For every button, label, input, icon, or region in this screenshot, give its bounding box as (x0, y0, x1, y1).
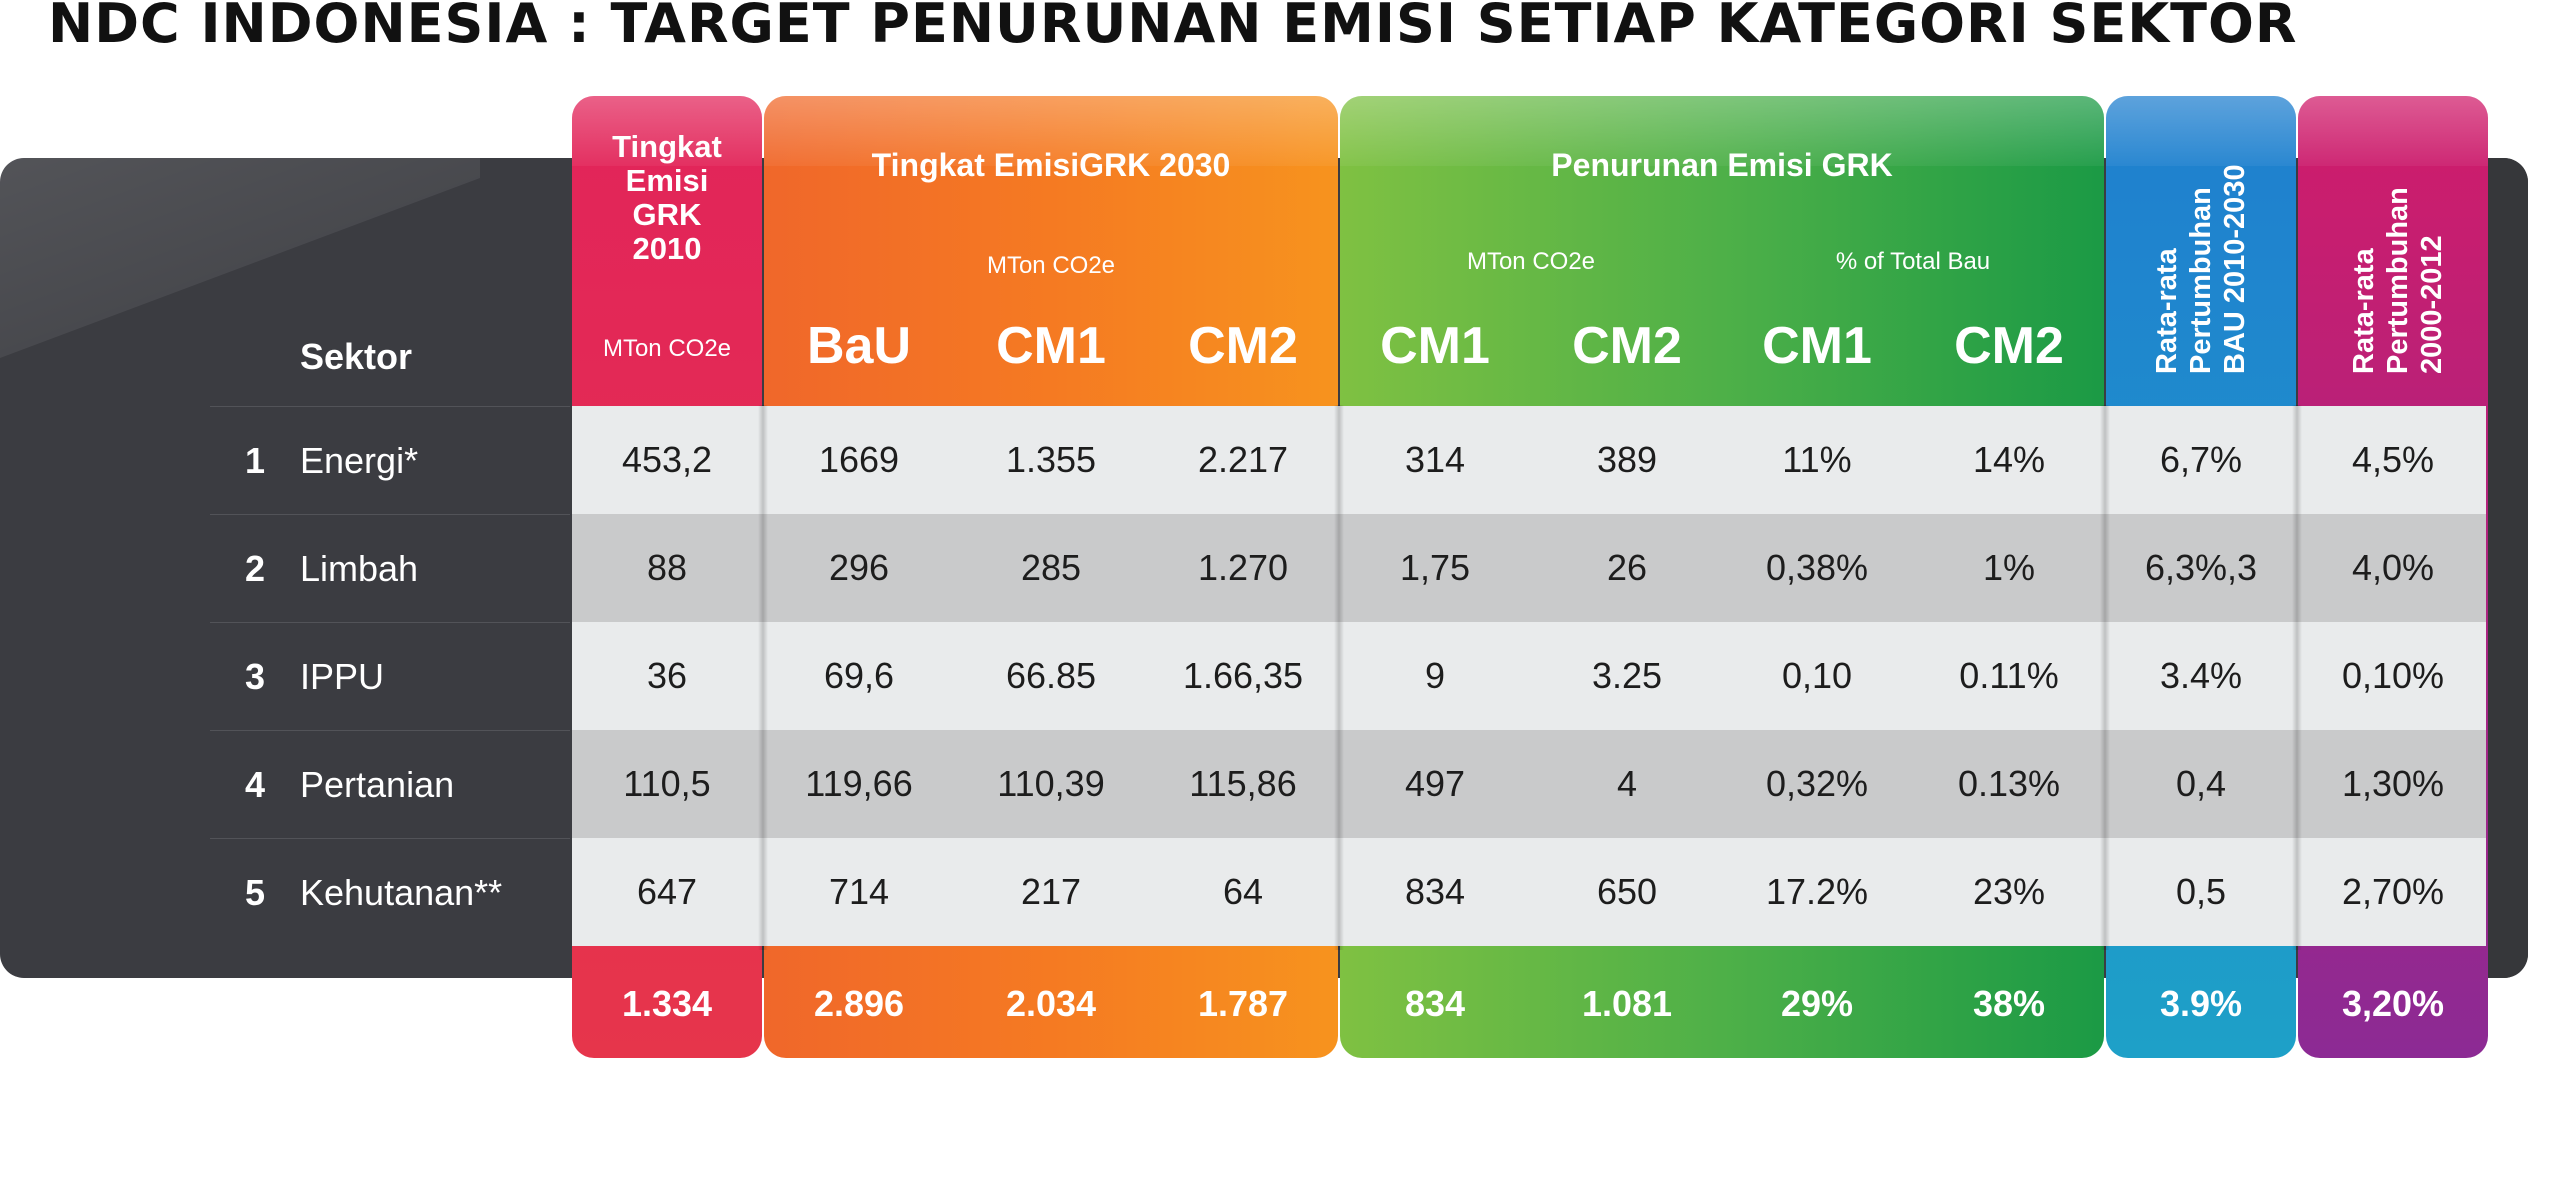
header-cm1-pct: CM1 (1762, 317, 1872, 375)
table-cell: 389 (1596, 439, 1658, 480)
table-cell: 4,0% (2351, 547, 2435, 588)
header-cm1-2030: CM1 (996, 317, 1106, 375)
header-rata-2000: Rata-rata Pertumbuhan 2000-2012 (2348, 187, 2448, 374)
header-cm2-pct: CM2 (1954, 317, 2064, 375)
header-rata-bau: Rata-rata Pertumbuhan BAU 2010-2030 (2151, 164, 2251, 374)
table-cell: 314 (1404, 439, 1466, 480)
table-cell: 17.2% (1765, 871, 1869, 912)
row-label-3: 3 IPPU (210, 622, 570, 731)
total-cell: 3,20% (2341, 983, 2445, 1024)
table-cell: 1,30% (2341, 763, 2445, 804)
page-title: NDC INDONESIA : TARGET PENURUNAN EMISI S… (48, 0, 2298, 55)
table-cell: 23% (1972, 871, 2046, 912)
sektor-name: Kehutanan** (300, 872, 503, 913)
sektor-name: Pertanian (300, 764, 455, 805)
header-bau: BaU (806, 317, 912, 375)
table-cell: 714 (828, 871, 890, 912)
total-cell: 1.081 (1581, 983, 1673, 1024)
table-cell: 0,4 (2175, 763, 2227, 804)
header-cm2-2030: CM2 (1188, 317, 1298, 375)
table-cell: 497 (1404, 763, 1466, 804)
header-cm2-penurunan: CM2 (1572, 317, 1682, 375)
total-cell: 2.034 (1005, 983, 1097, 1024)
header-penurunan-pct: % of Total Bau (1835, 248, 1991, 275)
table-cell: 650 (1596, 871, 1658, 912)
table-cell: 110,5 (623, 763, 711, 804)
sektor-name: Energi* (300, 440, 419, 481)
sektor-name: Limbah (300, 548, 419, 589)
total-cell: 29% (1780, 983, 1854, 1024)
table-cell: 834 (1404, 871, 1466, 912)
total-cell: 3.9% (2159, 983, 2243, 1024)
header-penurunan-unit: MTon CO2e (1466, 248, 1596, 275)
table-cell: 64 (1222, 871, 1264, 912)
table-cell: 453,2 (621, 439, 713, 480)
table-cell: 0,32% (1765, 763, 1869, 804)
table-cell: 647 (636, 871, 698, 912)
total-cell: 38% (1972, 983, 2046, 1024)
total-cell: 1.334 (621, 983, 713, 1024)
total-cell: 834 (1404, 983, 1466, 1024)
row-label-1: 1 Energi* (210, 406, 570, 515)
table-cell: 0,10 (1781, 655, 1853, 696)
table-cell: 0.11% (1959, 655, 2059, 696)
total-cell: 2.896 (813, 983, 905, 1024)
table-cell: 36 (646, 655, 688, 696)
table-cell: 3.25 (1591, 655, 1663, 696)
table-cell: 0,5 (2175, 871, 2227, 912)
table-cell: 66.85 (1005, 655, 1097, 696)
table-cell: 26 (1606, 547, 1648, 588)
table-cell: 1669 (818, 439, 900, 480)
row-label-4: 4 Pertanian (210, 730, 570, 839)
sektor-header: Sektor (300, 336, 413, 377)
table-cell: 3.4% (2159, 655, 2243, 696)
table-cell: 2,70% (2341, 871, 2445, 912)
table-cell: 6,3%,3 (2144, 547, 2258, 588)
header-grk-2030: Tingkat EmisiGRK 2030 (871, 147, 1231, 183)
row-label-2: 2 Limbah (210, 514, 570, 623)
table-cell: 9 (1424, 655, 1446, 696)
table-cell: 119,66 (805, 763, 913, 804)
table-cell: 2.217 (1197, 439, 1289, 480)
table-cell: 6,7% (2159, 439, 2243, 480)
table-cell: 14% (1972, 439, 2046, 480)
table-cell: 110,39 (997, 763, 1105, 804)
table-cell: 1.355 (1005, 439, 1097, 480)
table-cell: 69,6 (823, 655, 895, 696)
header-grk-2010-unit: MTon CO2e (602, 335, 732, 362)
sektor-name: IPPU (300, 656, 385, 697)
table-cell: 217 (1020, 871, 1082, 912)
total-cell: 1.787 (1197, 983, 1289, 1024)
row-label-5: 5 Kehutanan** (210, 838, 570, 947)
table-cell: 4,5% (2351, 439, 2435, 480)
table-cell: 1% (1982, 547, 2036, 588)
table-cell: 4 (1616, 763, 1638, 804)
table-cell: 0.13% (1957, 763, 2061, 804)
table-cell: 11% (1782, 439, 1852, 480)
header-grk-2030-unit: MTon CO2e (986, 252, 1116, 279)
table-cell: 0,10% (2341, 655, 2445, 696)
table-cell: 1,75 (1399, 547, 1471, 588)
table-cell: 285 (1020, 547, 1082, 588)
header-penurunan: Penurunan Emisi GRK (1551, 147, 1893, 183)
table-cell: 1.66,35 (1182, 655, 1304, 696)
table-cell: 115,86 (1189, 763, 1297, 804)
table-cell: 88 (646, 547, 688, 588)
header-cm1-penurunan: CM1 (1380, 317, 1490, 375)
table-cell: 0,38% (1765, 547, 1869, 588)
header-grk-2010: Tingkat Emisi GRK 2010 (612, 129, 722, 266)
table-cell: 296 (828, 547, 890, 588)
table-cell: 1.270 (1197, 547, 1289, 588)
